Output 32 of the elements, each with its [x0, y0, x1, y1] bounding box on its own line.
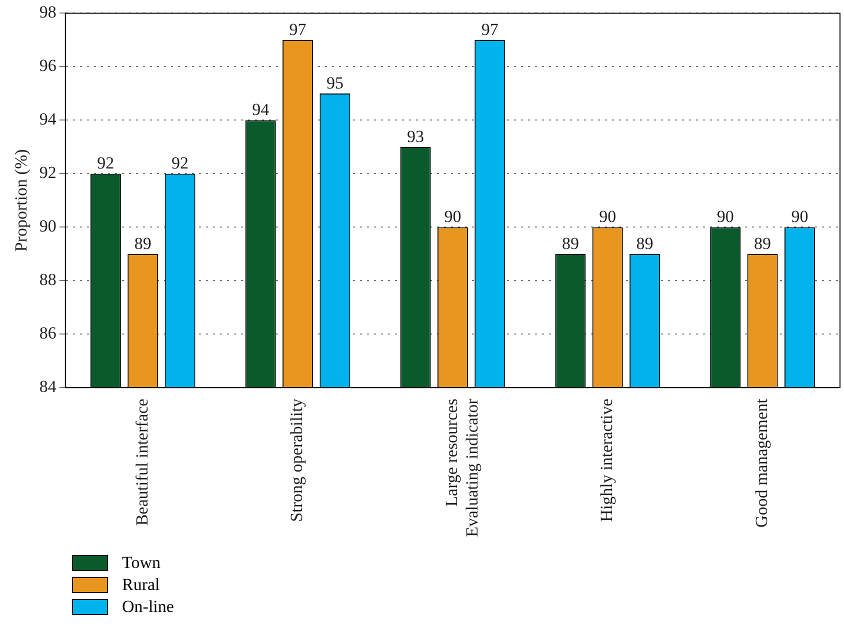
data-label: 90: [599, 207, 616, 226]
y-tick-label: 84: [39, 377, 57, 396]
y-tick-label: 96: [39, 56, 56, 76]
data-label: 90: [791, 207, 808, 226]
data-label: 97: [481, 20, 499, 39]
legend-label: Rural: [122, 575, 160, 595]
data-label: 90: [444, 207, 462, 226]
x-tick-label: Beautiful interface: [132, 398, 152, 526]
x-tick-label: Highly interactive: [597, 398, 616, 522]
data-label: 89: [134, 234, 152, 253]
data-label: 89: [636, 234, 654, 253]
x-tick-label: Large resources Evaluating indicator: [442, 398, 482, 538]
data-label: 92: [97, 154, 114, 173]
data-label: 92: [172, 154, 189, 173]
data-label: 89: [754, 234, 772, 253]
data-label: 94: [252, 100, 270, 120]
x-tick-label: Strong operability: [287, 398, 306, 522]
data-label: 95: [326, 73, 344, 92]
y-tick-label: 88: [39, 270, 56, 290]
data-label: 93: [407, 126, 424, 146]
y-axis-title: Proportion (%): [12, 149, 31, 252]
data-label: 97: [289, 20, 307, 39]
y-tick-label: 94: [39, 110, 57, 129]
y-tick-label: 90: [39, 216, 56, 236]
x-tick-label: Good management: [752, 398, 772, 528]
legend-label: On-line: [122, 597, 174, 617]
legend-label: Town: [122, 553, 160, 573]
y-tick-label: 98: [39, 2, 56, 22]
y-tick-label: 92: [39, 163, 56, 182]
data-label: 89: [562, 234, 579, 253]
data-label: 90: [716, 207, 734, 226]
y-tick-label: 86: [39, 324, 56, 343]
